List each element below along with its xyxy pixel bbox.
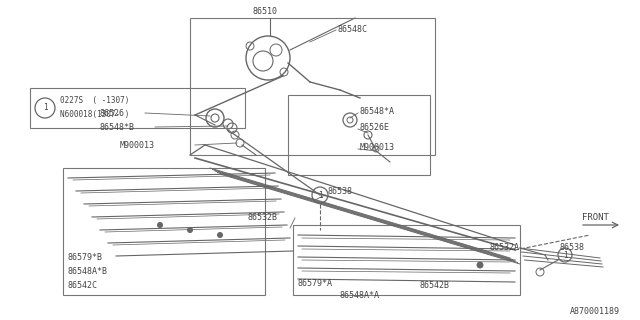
Text: 86538: 86538 — [328, 188, 353, 196]
Text: 86526: 86526 — [100, 108, 125, 117]
Text: 86548*B: 86548*B — [100, 123, 135, 132]
Bar — [190, 18, 435, 155]
Circle shape — [188, 228, 193, 233]
Text: 86579*B: 86579*B — [68, 253, 103, 262]
Text: A870001189: A870001189 — [570, 308, 620, 316]
Circle shape — [218, 233, 223, 237]
Text: M900013: M900013 — [120, 140, 155, 149]
Text: 86532B: 86532B — [248, 213, 278, 222]
Text: 86548C: 86548C — [338, 26, 368, 35]
Text: 86510: 86510 — [253, 7, 278, 17]
Text: 86532A: 86532A — [490, 244, 520, 252]
Text: 86548A*A: 86548A*A — [340, 291, 380, 300]
Circle shape — [157, 222, 163, 228]
Text: 86526E: 86526E — [360, 124, 390, 132]
Text: 0227S  ( -1307): 0227S ( -1307) — [60, 95, 129, 105]
Text: 1: 1 — [317, 190, 323, 199]
Circle shape — [477, 262, 483, 268]
Bar — [288, 95, 430, 175]
Bar — [293, 225, 520, 295]
Text: FRONT: FRONT — [582, 213, 609, 222]
Text: 86548A*B: 86548A*B — [68, 268, 108, 276]
Text: 86579*A: 86579*A — [298, 279, 333, 289]
Text: 86548*A: 86548*A — [360, 108, 395, 116]
Text: 1: 1 — [563, 251, 567, 260]
Text: 86538: 86538 — [560, 244, 585, 252]
Bar — [63, 168, 265, 295]
Bar — [30, 88, 245, 128]
Text: 86542B: 86542B — [420, 281, 450, 290]
Text: 1: 1 — [43, 103, 47, 113]
Text: 86542C: 86542C — [68, 281, 98, 290]
Text: M900013: M900013 — [360, 143, 395, 153]
Text: N600018(1307- ): N600018(1307- ) — [60, 109, 129, 118]
